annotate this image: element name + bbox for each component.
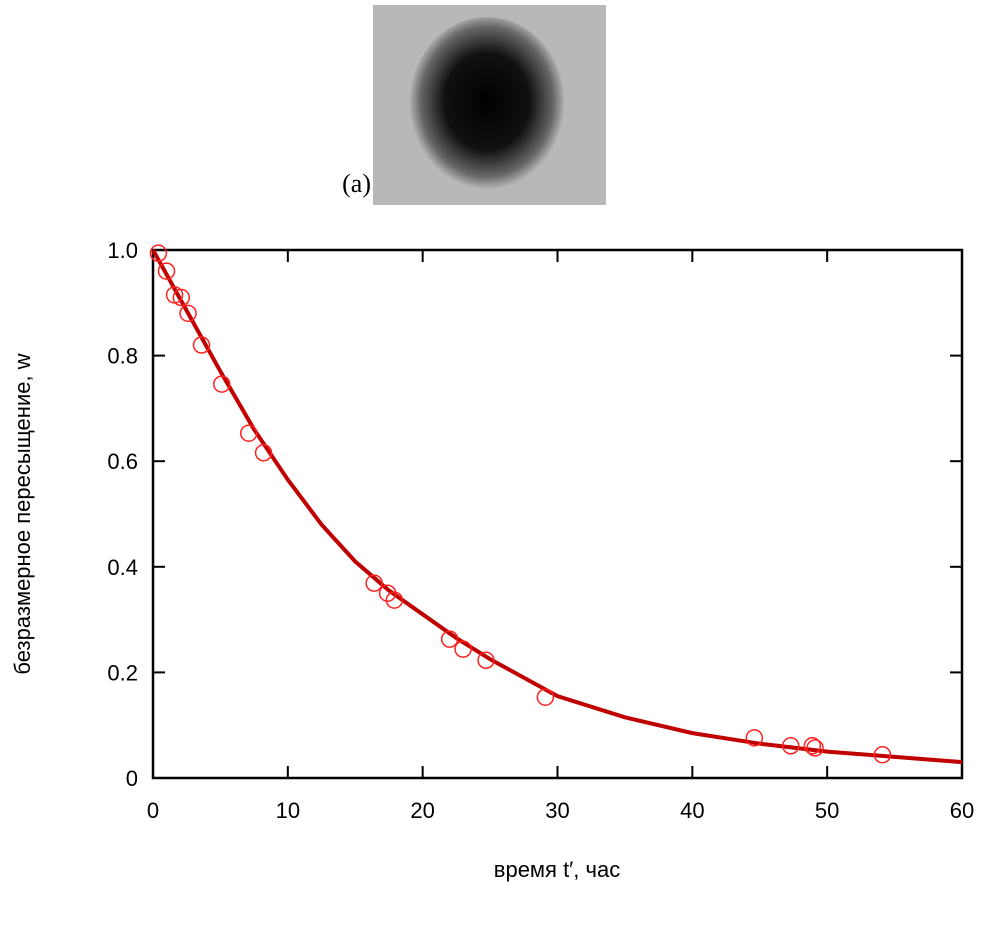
x-tick-label: 20 [410,798,434,823]
y-tick-label: 0 [126,766,138,791]
data-point [385,591,404,609]
x-tick-label: 50 [815,798,839,823]
y-tick-label: 0.8 [107,344,138,369]
panel-label: (a) [342,169,371,198]
x-tick-label: 10 [276,798,300,823]
y-tick-label: 0.4 [107,555,138,580]
data-point [806,739,824,757]
data-point [477,651,495,670]
data-point [782,737,800,755]
plot-frame [151,248,964,780]
data-point [803,737,822,755]
data-point [192,336,211,354]
x-tick-label: 60 [950,798,974,823]
y-tick-label: 1.0 [107,238,138,263]
x-tick-label: 40 [680,798,704,823]
y-axis-label: безразмерное пересыщение, w [10,353,35,674]
data-point [213,375,231,393]
x-tick-label: 30 [545,798,569,823]
data-point [378,584,397,602]
data-point [536,688,555,706]
data-point [873,746,892,764]
data-point [179,304,197,323]
data-point [157,262,176,280]
data-point [745,729,764,747]
fit-curve [151,249,963,765]
data-point [440,630,459,648]
data-point [365,574,383,592]
y-tick-label: 0.6 [107,449,138,474]
x-tick-label: 0 [147,798,159,823]
y-tick-label: 0.2 [107,660,138,685]
particle [409,17,565,193]
data-point [254,444,273,462]
data-point [172,288,191,307]
data-point [239,424,258,442]
data-point [454,640,472,658]
x-axis-label: время t′, час [494,857,620,882]
data-point [149,244,168,262]
